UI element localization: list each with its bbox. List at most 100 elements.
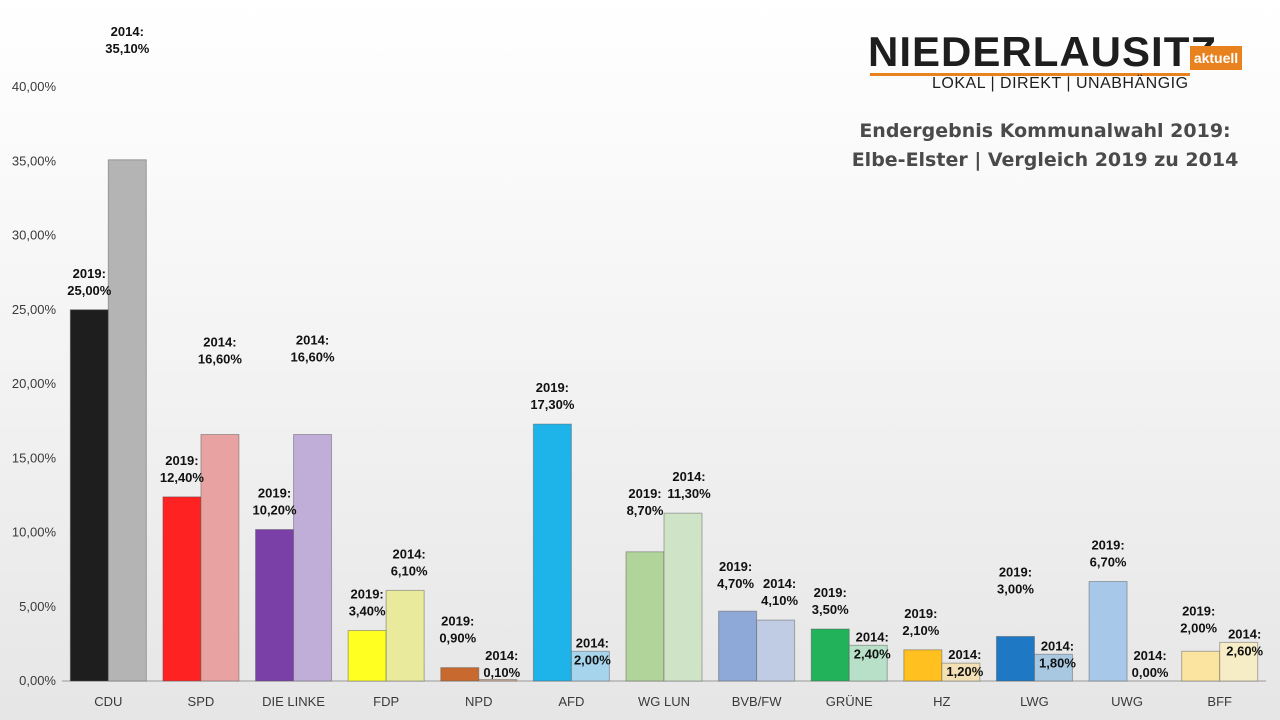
data-label-year: 2019: — [628, 486, 661, 501]
niederlausitz-logo: NIEDERLAUSITZ aktuell LOKAL | DIREKT | U… — [868, 30, 1246, 94]
x-category-label: AFD — [558, 694, 584, 709]
bar-2014-fdp — [385, 589, 425, 682]
logo-tagline: LOKAL | DIREKT | UNABHÄNGIG — [932, 75, 1189, 92]
bar-2014-gr-ne — [848, 644, 888, 682]
data-label-year: 2019: — [904, 606, 937, 621]
y-tick-label: 40,00% — [12, 79, 57, 94]
x-category-label: DIE LINKE — [262, 694, 325, 709]
data-label-year: 2014: — [203, 334, 236, 349]
logo-name: NIEDERLAUSITZ — [868, 28, 1217, 75]
x-category-label: WG LUN — [638, 694, 690, 709]
data-label-value: 2,00% — [574, 652, 611, 667]
y-tick-label: 0,00% — [19, 673, 56, 688]
data-label-value: 3,00% — [997, 581, 1034, 596]
bar-2014-hz — [941, 662, 981, 682]
bar-2014-cdu — [107, 159, 147, 682]
bar-2019-lwg — [995, 635, 1035, 682]
data-label-year: 2014: — [856, 629, 889, 644]
y-tick-label: 15,00% — [12, 450, 57, 465]
x-category-label: FDP — [373, 694, 399, 709]
x-category-label: LWG — [1020, 694, 1049, 709]
bar-2019-npd — [440, 667, 480, 682]
bar-2019-gr-ne — [810, 628, 850, 682]
bar-2014-afd — [570, 650, 610, 682]
data-label-year: 2019: — [1182, 603, 1215, 618]
data-label-value: 4,70% — [717, 576, 754, 591]
data-label-value: 6,10% — [391, 563, 428, 578]
data-label-value: 2,60% — [1226, 643, 1263, 658]
bar-2014-bvb-fw — [756, 619, 796, 682]
data-label-year: 2014: — [485, 648, 518, 663]
data-label-value: 10,20% — [252, 503, 297, 518]
data-label-year: 2014: — [576, 635, 609, 650]
bars-layer — [69, 159, 1259, 682]
y-tick-label: 35,00% — [12, 153, 57, 168]
bar-2019-die-linke — [255, 529, 295, 682]
data-label-year: 2014: — [1041, 638, 1074, 653]
x-category-label: BVB/FW — [732, 694, 783, 709]
y-tick-label: 30,00% — [12, 228, 57, 243]
chart-title-block: Endergebnis Kommunalwahl 2019: Elbe-Elst… — [820, 117, 1270, 175]
data-label-year: 2014: — [1133, 648, 1166, 663]
y-tick-label: 25,00% — [12, 302, 57, 317]
x-category-label: BFF — [1207, 694, 1232, 709]
x-category-label: NPD — [465, 694, 492, 709]
x-category-label: CDU — [94, 694, 122, 709]
chart-title: Endergebnis Kommunalwahl 2019: — [859, 120, 1231, 142]
y-tick-label: 20,00% — [12, 376, 57, 391]
bar-2014-spd — [200, 433, 240, 682]
chart-subtitle: Elbe-Elster | Vergleich 2019 zu 2014 — [851, 149, 1239, 171]
data-label-year: 2014: — [296, 332, 329, 347]
data-label-value: 1,20% — [946, 664, 983, 679]
data-label-year: 2019: — [165, 453, 198, 468]
data-label-value: 35,10% — [105, 41, 150, 56]
data-label-value: 11,30% — [667, 486, 711, 501]
data-label-value: 3,50% — [812, 602, 849, 617]
bar-2019-spd — [162, 496, 202, 682]
data-label-value: 12,40% — [160, 470, 205, 485]
bar-2019-bff — [1181, 650, 1221, 682]
x-category-label: UWG — [1111, 694, 1143, 709]
axis-layer: 0,00% 5,00% 10,00% 15,00% 20,00% 25,00% 30,00%… — [12, 79, 1266, 709]
data-label-year: 2019: — [999, 564, 1032, 579]
data-label-year: 2019: — [1091, 538, 1124, 553]
data-label-value: 1,80% — [1039, 655, 1076, 670]
bar-2014-lwg — [1033, 653, 1073, 682]
bar-2019-hz — [903, 649, 943, 682]
data-label-year: 2019: — [441, 614, 474, 629]
data-label-year: 2014: — [763, 576, 796, 591]
labels-layer: 2019: 25,00% 2014: 35,10% 2019: 12,40% 2014: 16… — [67, 24, 1263, 680]
data-label-value: 0,10% — [483, 665, 520, 680]
data-label-value: 2,40% — [854, 646, 891, 661]
data-label-value: 17,30% — [530, 397, 575, 412]
bar-2019-wg-lun — [625, 551, 665, 682]
data-label-value: 8,70% — [627, 503, 664, 518]
data-label-value: 2,10% — [902, 623, 939, 638]
logo-underline — [870, 73, 1190, 76]
data-label-year: 2019: — [536, 380, 569, 395]
bar-2014-wg-lun — [663, 512, 703, 682]
x-category-label: SPD — [188, 694, 215, 709]
data-label-value: 2,00% — [1180, 620, 1217, 635]
bar-2019-afd — [532, 423, 572, 682]
data-label-year: 2014: — [948, 647, 981, 662]
data-label-value: 3,40% — [349, 604, 386, 619]
bar-2019-uwg — [1088, 581, 1128, 682]
data-label-value: 0,00% — [1132, 665, 1169, 680]
data-label-year: 2019: — [258, 486, 291, 501]
bar-2014-npd — [478, 679, 518, 682]
bar-2014-bff — [1219, 641, 1259, 682]
data-label-value: 0,90% — [439, 631, 476, 646]
data-label-year: 2014: — [393, 546, 426, 561]
x-category-label: GRÜNE — [826, 694, 873, 709]
data-label-year: 2019: — [73, 266, 106, 281]
data-label-value: 4,10% — [761, 593, 798, 608]
data-label-value: 16,60% — [198, 351, 243, 366]
data-label-year: 2014: — [672, 469, 705, 484]
bar-2014-die-linke — [293, 433, 333, 682]
y-tick-label: 5,00% — [19, 599, 56, 614]
data-label-year: 2014: — [111, 24, 144, 39]
data-label-year: 2019: — [351, 587, 384, 602]
data-label-year: 2019: — [719, 559, 752, 574]
